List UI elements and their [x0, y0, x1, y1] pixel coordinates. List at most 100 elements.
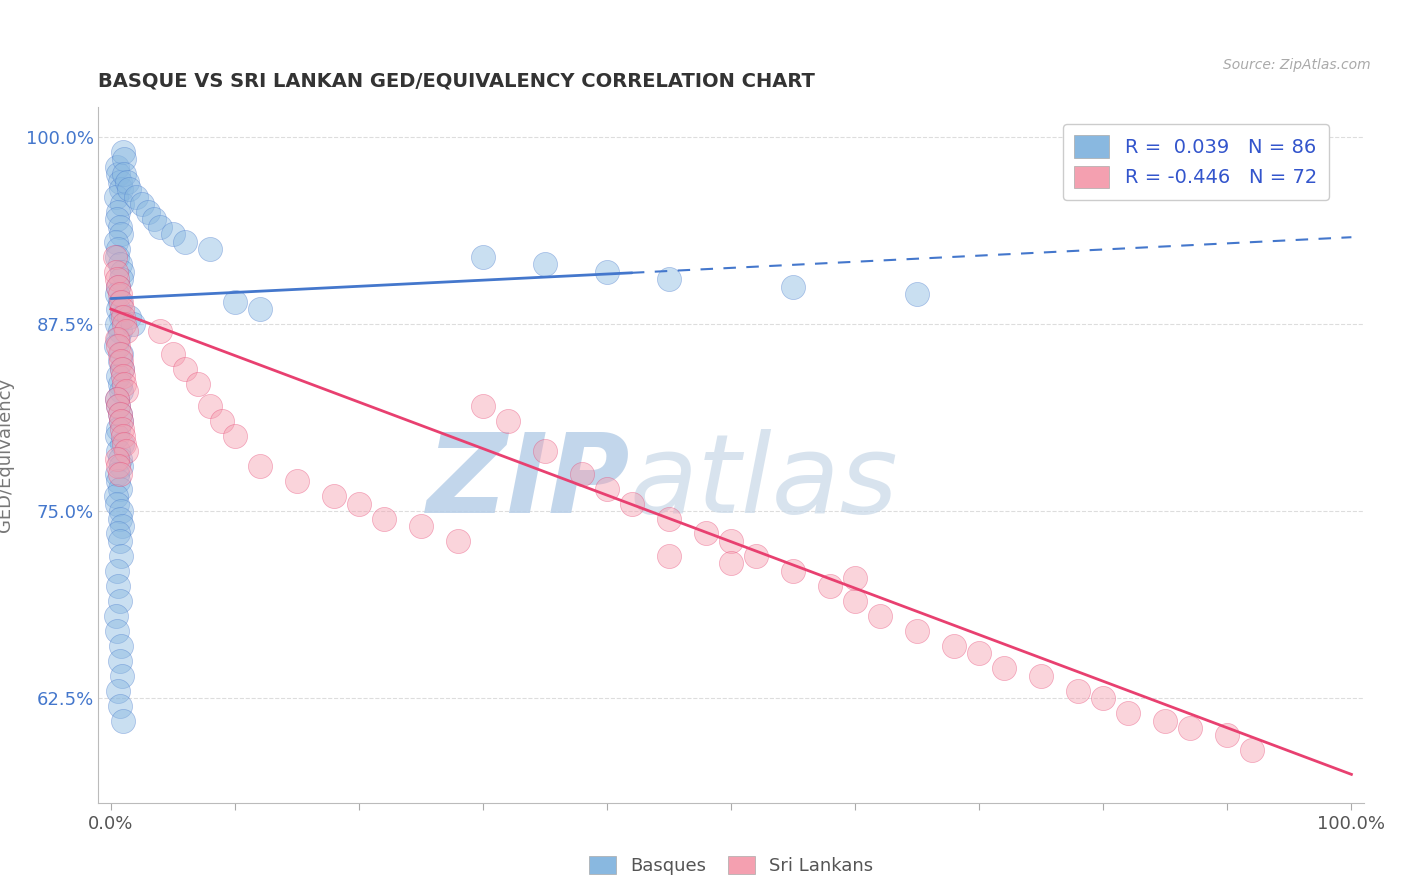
- Point: [108, 533, 131, 548]
- Point: [149, 219, 172, 234]
- Point: [103, 250, 125, 264]
- Point: [211, 414, 233, 428]
- Point: [149, 325, 172, 339]
- Point: [745, 549, 768, 563]
- Point: [104, 235, 127, 249]
- Point: [104, 489, 127, 503]
- Point: [198, 399, 221, 413]
- Point: [162, 347, 184, 361]
- Point: [1092, 691, 1115, 706]
- Point: [108, 654, 131, 668]
- Point: [720, 557, 742, 571]
- Point: [111, 197, 134, 211]
- Point: [1241, 743, 1264, 757]
- Point: [596, 265, 619, 279]
- Point: [112, 429, 135, 443]
- Point: [114, 325, 136, 339]
- Point: [571, 467, 593, 481]
- Point: [108, 451, 131, 466]
- Point: [105, 564, 128, 578]
- Point: [107, 339, 129, 353]
- Point: [844, 571, 866, 585]
- Point: [695, 526, 717, 541]
- Point: [534, 257, 557, 271]
- Point: [1067, 683, 1090, 698]
- Point: [118, 182, 141, 196]
- Point: [323, 489, 346, 503]
- Point: [104, 608, 127, 623]
- Point: [720, 533, 742, 548]
- Point: [905, 624, 928, 638]
- Point: [108, 287, 131, 301]
- Point: [108, 407, 131, 421]
- Point: [108, 294, 131, 309]
- Point: [534, 444, 557, 458]
- Point: [107, 579, 129, 593]
- Point: [993, 661, 1015, 675]
- Point: [107, 204, 129, 219]
- Legend: Basques, Sri Lankans: Basques, Sri Lankans: [579, 847, 883, 884]
- Point: [472, 399, 495, 413]
- Point: [112, 369, 135, 384]
- Point: [869, 608, 891, 623]
- Point: [224, 429, 246, 443]
- Point: [105, 250, 128, 264]
- Point: [108, 467, 131, 481]
- Point: [110, 459, 132, 474]
- Point: [107, 526, 129, 541]
- Point: [105, 272, 128, 286]
- Point: [596, 482, 619, 496]
- Point: [108, 354, 131, 368]
- Point: [108, 219, 131, 234]
- Point: [820, 579, 842, 593]
- Point: [905, 287, 928, 301]
- Point: [131, 197, 153, 211]
- Point: [105, 497, 128, 511]
- Point: [409, 519, 432, 533]
- Point: [285, 474, 308, 488]
- Point: [174, 362, 197, 376]
- Point: [1216, 729, 1239, 743]
- Point: [967, 646, 990, 660]
- Point: [658, 549, 681, 563]
- Point: [496, 414, 519, 428]
- Point: [111, 362, 134, 376]
- Point: [111, 265, 134, 279]
- Point: [224, 294, 246, 309]
- Point: [110, 272, 132, 286]
- Point: [112, 714, 135, 728]
- Point: [107, 683, 129, 698]
- Point: [111, 519, 134, 533]
- Point: [108, 482, 131, 496]
- Point: [112, 145, 135, 159]
- Point: [107, 301, 129, 316]
- Point: [1116, 706, 1139, 720]
- Point: [104, 265, 127, 279]
- Point: [108, 175, 131, 189]
- Point: [105, 392, 128, 406]
- Point: [107, 422, 129, 436]
- Point: [143, 212, 166, 227]
- Point: [943, 639, 966, 653]
- Point: [782, 564, 804, 578]
- Point: [114, 436, 136, 450]
- Point: [108, 511, 131, 525]
- Y-axis label: GED/Equivalency: GED/Equivalency: [0, 378, 14, 532]
- Point: [373, 511, 395, 525]
- Point: [162, 227, 184, 242]
- Point: [107, 279, 129, 293]
- Point: [1154, 714, 1177, 728]
- Point: [114, 167, 136, 181]
- Point: [122, 317, 145, 331]
- Point: [1031, 668, 1053, 682]
- Point: [105, 317, 128, 331]
- Point: [111, 422, 134, 436]
- Point: [658, 272, 681, 286]
- Point: [108, 407, 131, 421]
- Point: [111, 301, 134, 316]
- Point: [105, 451, 128, 466]
- Point: [108, 698, 131, 713]
- Point: [107, 399, 129, 413]
- Point: [198, 242, 221, 256]
- Point: [105, 624, 128, 638]
